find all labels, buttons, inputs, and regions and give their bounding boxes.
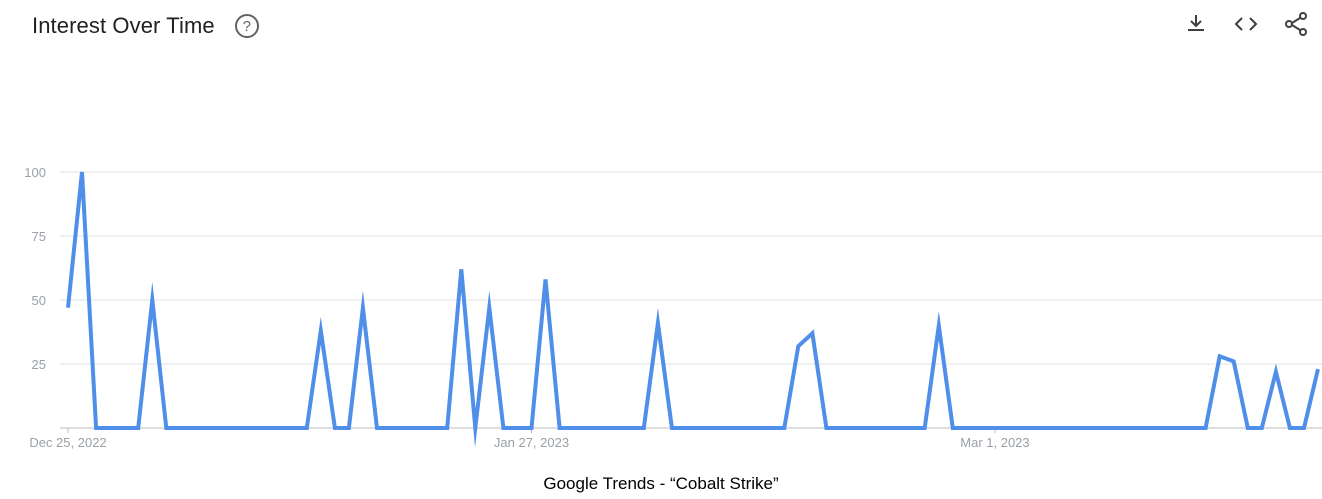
y-tick-label: 50 — [32, 293, 46, 308]
y-tick-label: 25 — [32, 357, 46, 372]
y-tick-label: 75 — [32, 229, 46, 244]
x-tick-label: Dec 25, 2022 — [29, 435, 106, 450]
trend-chart: 100 75 50 25 Dec 25, 2022 Jan 27, 2023 Mar 1, … — [0, 0, 1322, 470]
x-tick-label: Jan 27, 2023 — [494, 435, 569, 450]
x-tick-label: Mar 1, 2023 — [960, 435, 1029, 450]
chart-caption: Google Trends - “Cobalt Strike” — [0, 474, 1322, 494]
y-tick-label: 100 — [24, 165, 46, 180]
